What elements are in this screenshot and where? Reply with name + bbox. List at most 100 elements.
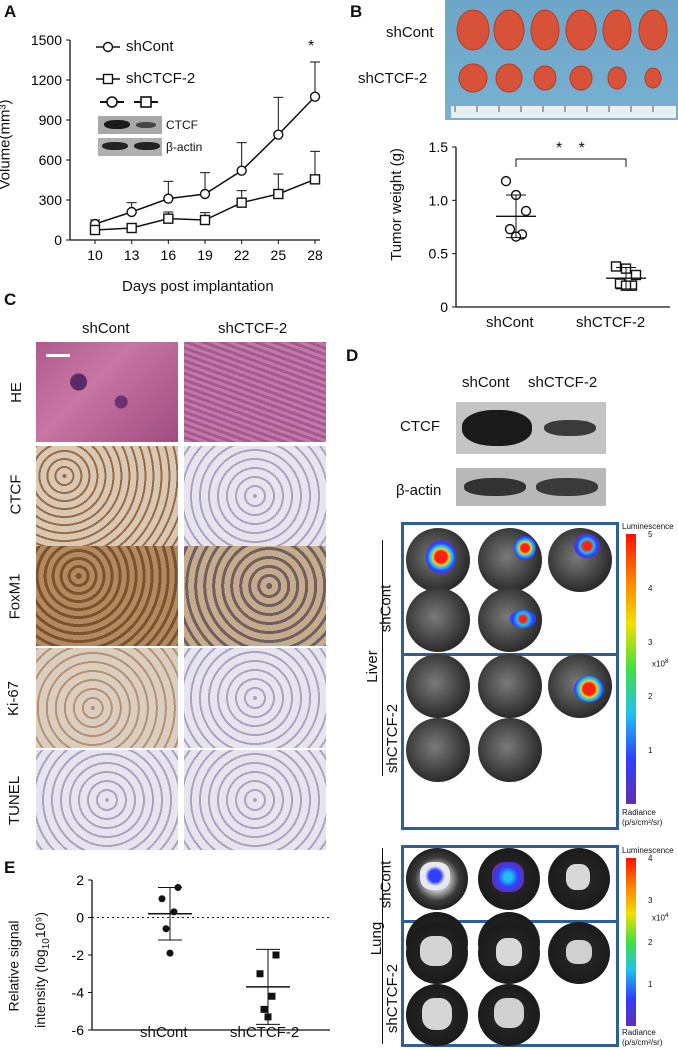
liver-scale-title: Luminescence xyxy=(622,522,674,531)
data-point xyxy=(158,895,166,903)
lung-scale-title: Luminescence xyxy=(622,846,674,855)
legend-marker xyxy=(102,73,114,85)
data-point xyxy=(89,224,101,236)
liver-colorbar xyxy=(626,534,636,804)
data-point xyxy=(166,949,174,957)
row-tunel: TUNEL xyxy=(6,775,24,826)
tile-tunel-shctcf xyxy=(184,750,326,850)
chart-e: 2 0 -2 -4 -6 xyxy=(72,872,330,1038)
y-tick-label: 0 xyxy=(54,232,62,248)
panel-b-letter: B xyxy=(350,2,363,21)
data-point xyxy=(272,951,280,959)
tile-ki67-shcont xyxy=(36,648,178,748)
lung-dish xyxy=(548,848,610,910)
liver-dish xyxy=(478,588,542,652)
d-blot-ctcf-strip xyxy=(456,402,606,454)
liver-group-shcont: shCont xyxy=(377,584,395,633)
lung-tick: 4 xyxy=(648,854,653,863)
inset-ctcf-label: CTCF xyxy=(166,118,198,132)
tile-tunel-shcont xyxy=(36,750,178,850)
lung-dish-shctcf-row1-c xyxy=(548,922,610,984)
lung-dish xyxy=(406,848,468,910)
d-blot-actin-strip xyxy=(456,468,606,506)
data-point xyxy=(162,925,170,933)
liver-tick: 4 xyxy=(648,584,653,593)
chart-b-significance: * * xyxy=(556,140,591,157)
legend-shcont: shCont xyxy=(126,38,174,55)
lung-tick: 2 xyxy=(648,938,653,947)
row-foxm1: FoxM1 xyxy=(6,573,24,620)
lung-radiance-unit: (p/s/cm²/sr) xyxy=(622,1038,663,1047)
lung-radiance: Radiance xyxy=(622,1028,656,1037)
data-point xyxy=(273,129,284,140)
liver-dish xyxy=(406,654,470,718)
liver-tick: 5 xyxy=(648,530,653,539)
tile-foxm1-shctcf xyxy=(184,546,326,646)
liver-tick: 1 xyxy=(648,746,653,755)
y-tick-label: 300 xyxy=(39,192,63,208)
chart-b-cat-shctcf: shCTCF-2 xyxy=(576,314,646,331)
lung-dish-shctcf-row2-a xyxy=(406,984,468,1046)
data-point xyxy=(163,213,174,224)
d-col-shcont: shCont xyxy=(462,374,510,391)
liver-group-shctcf: shCTCF-2 xyxy=(384,703,402,774)
liver-tick: 2 xyxy=(648,692,653,701)
chart-e-cat-shcont: shCont xyxy=(140,1024,188,1041)
row-he: HE xyxy=(7,382,25,403)
liver-scale-unit: x108 xyxy=(652,658,669,669)
data-point xyxy=(260,1005,268,1013)
lung-tick: 3 xyxy=(648,896,653,905)
liver-dish xyxy=(548,528,612,592)
panel-a-letter: A xyxy=(4,2,17,21)
y-tick-label: -4 xyxy=(72,985,85,1001)
data-point xyxy=(256,970,264,978)
lung-group-shctcf: shCTCF-2 xyxy=(384,963,402,1034)
y-tick-label: 0 xyxy=(440,299,448,315)
inset-actin-label: β-actin xyxy=(166,140,203,154)
tile-foxm1-shcont xyxy=(36,546,178,646)
x-tick-label: 25 xyxy=(271,247,287,263)
legend-shctcf: shCTCF-2 xyxy=(126,70,196,87)
data-point xyxy=(309,91,321,102)
col-shctcf: shCTCF-2 xyxy=(218,320,288,337)
x-tick-label: 13 xyxy=(124,247,140,263)
y-tick-label: 0.5 xyxy=(429,246,449,262)
data-point xyxy=(236,165,247,176)
panel-c-letter: C xyxy=(4,290,17,309)
panel-e-letter: E xyxy=(4,858,16,877)
data-point xyxy=(630,269,642,281)
data-point xyxy=(126,206,137,218)
y-tick-label: 1500 xyxy=(31,32,62,48)
liver-dish xyxy=(478,528,542,592)
d-blot-ctcf: CTCF xyxy=(400,418,440,435)
x-tick-label: 28 xyxy=(307,247,323,263)
lung-dish xyxy=(478,848,540,910)
d-col-shctcf: shCTCF-2 xyxy=(528,374,598,391)
lung-dish-shctcf-row1-a xyxy=(406,922,468,984)
col-shcont: shCont xyxy=(82,320,130,337)
organ-liver: Liver xyxy=(363,650,381,683)
tumor-photo xyxy=(445,0,678,120)
legend-marker xyxy=(102,41,114,53)
data-point xyxy=(309,174,321,185)
data-point xyxy=(236,197,247,208)
data-point xyxy=(500,175,512,187)
data-point xyxy=(610,261,622,272)
chart-a: 0 300 600 900 1200 1500 10 13 16 19 22 25 28 xyxy=(31,32,323,263)
photo-label-shctcf: shCTCF-2 xyxy=(358,70,428,87)
x-tick-label: 10 xyxy=(87,247,103,263)
liver-dish xyxy=(406,528,470,592)
chart-b-cat-shcont: shCont xyxy=(486,314,534,331)
y-tick-label: -2 xyxy=(72,947,85,963)
data-point xyxy=(504,223,516,235)
data-point xyxy=(126,222,137,234)
lung-scale-unit: x104 xyxy=(652,912,669,923)
y-tick-label: -6 xyxy=(72,1022,85,1038)
chart-e-ylabel-2: intensity (log1010⁹) xyxy=(32,911,52,1028)
chart-a-significance: * xyxy=(308,38,315,55)
chart-e-ylabel-1: Relative signal xyxy=(5,920,22,1012)
x-tick-label: 16 xyxy=(161,247,177,263)
liver-dish xyxy=(478,654,542,718)
tile-he-shcont xyxy=(36,342,178,442)
photo-label-shcont: shCont xyxy=(386,24,434,41)
